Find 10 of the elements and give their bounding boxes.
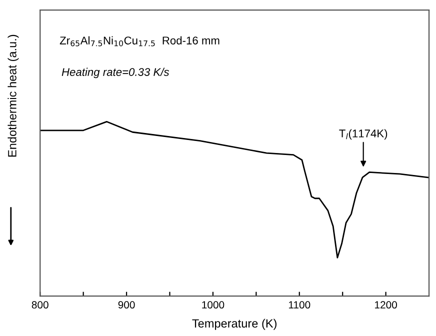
text: Heating rate=0.33 K/s bbox=[62, 68, 170, 78]
annotation: T$_{l}$(1174K) bbox=[339, 129, 388, 140]
x-tick-label: 800 bbox=[32, 301, 48, 309]
x-tick-label: 1000 bbox=[202, 301, 224, 309]
y-axis-title: Endothermic heat (a.u.) bbox=[8, 34, 19, 157]
text: Zr$_{65}$Al$_{7.5}$Ni$_{10}$Cu$_{17.5}$ Rod-16 mm bbox=[60, 36, 220, 46]
x-tick-label: 1200 bbox=[375, 301, 397, 309]
x-tick-label: 900 bbox=[118, 301, 135, 309]
x-axis-title: Temperature (K) bbox=[192, 318, 276, 330]
x-tick-label: 1100 bbox=[288, 301, 310, 309]
